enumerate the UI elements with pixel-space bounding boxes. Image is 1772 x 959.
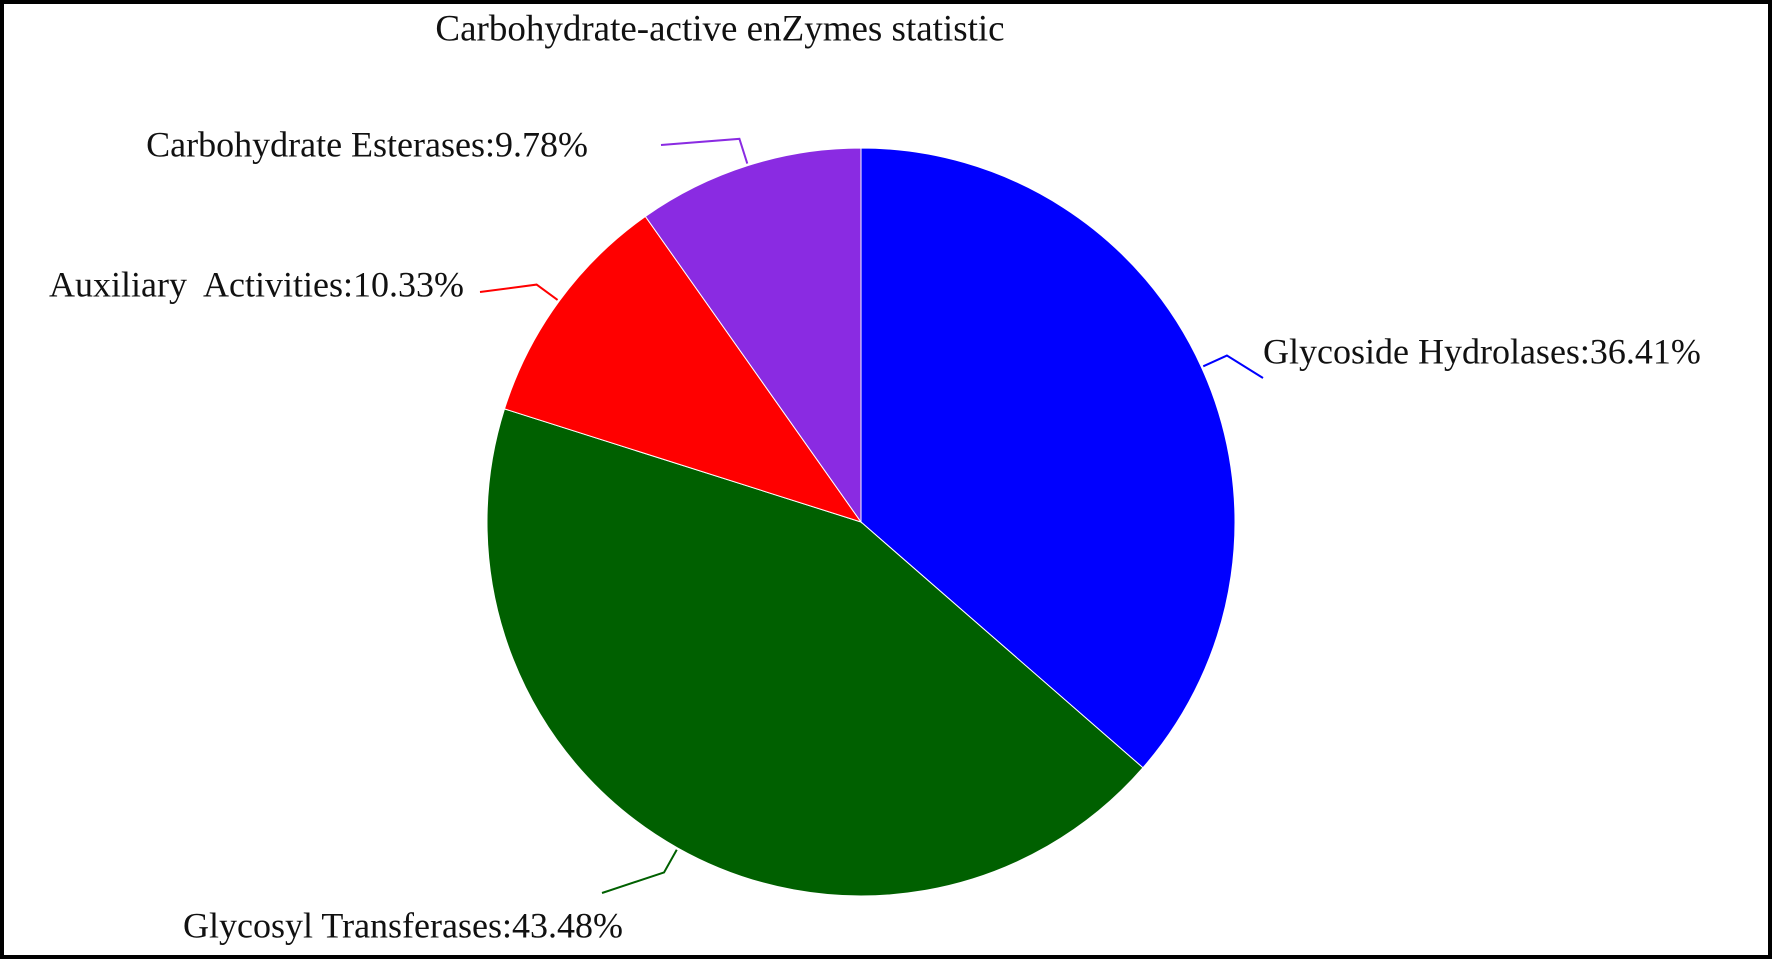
pie-slice xyxy=(644,147,862,524)
pie-slice xyxy=(503,215,863,523)
leader-line xyxy=(601,849,678,894)
leader-line xyxy=(479,283,559,301)
leader-line xyxy=(660,137,749,164)
data-label: Glycosyl Transferases:43.48% xyxy=(183,905,623,945)
data-label: Glycoside Hydrolases:36.41% xyxy=(1263,331,1701,371)
pie-slice xyxy=(860,147,1236,769)
data-label: Carbohydrate Esterases:9.78% xyxy=(146,124,588,164)
data-label: Auxiliary Activities:10.33% xyxy=(49,264,464,304)
pie-slice xyxy=(486,408,1144,897)
leader-line xyxy=(1202,354,1264,379)
chart-title: Carbohydrate-active enZymes statistic xyxy=(435,8,1004,49)
